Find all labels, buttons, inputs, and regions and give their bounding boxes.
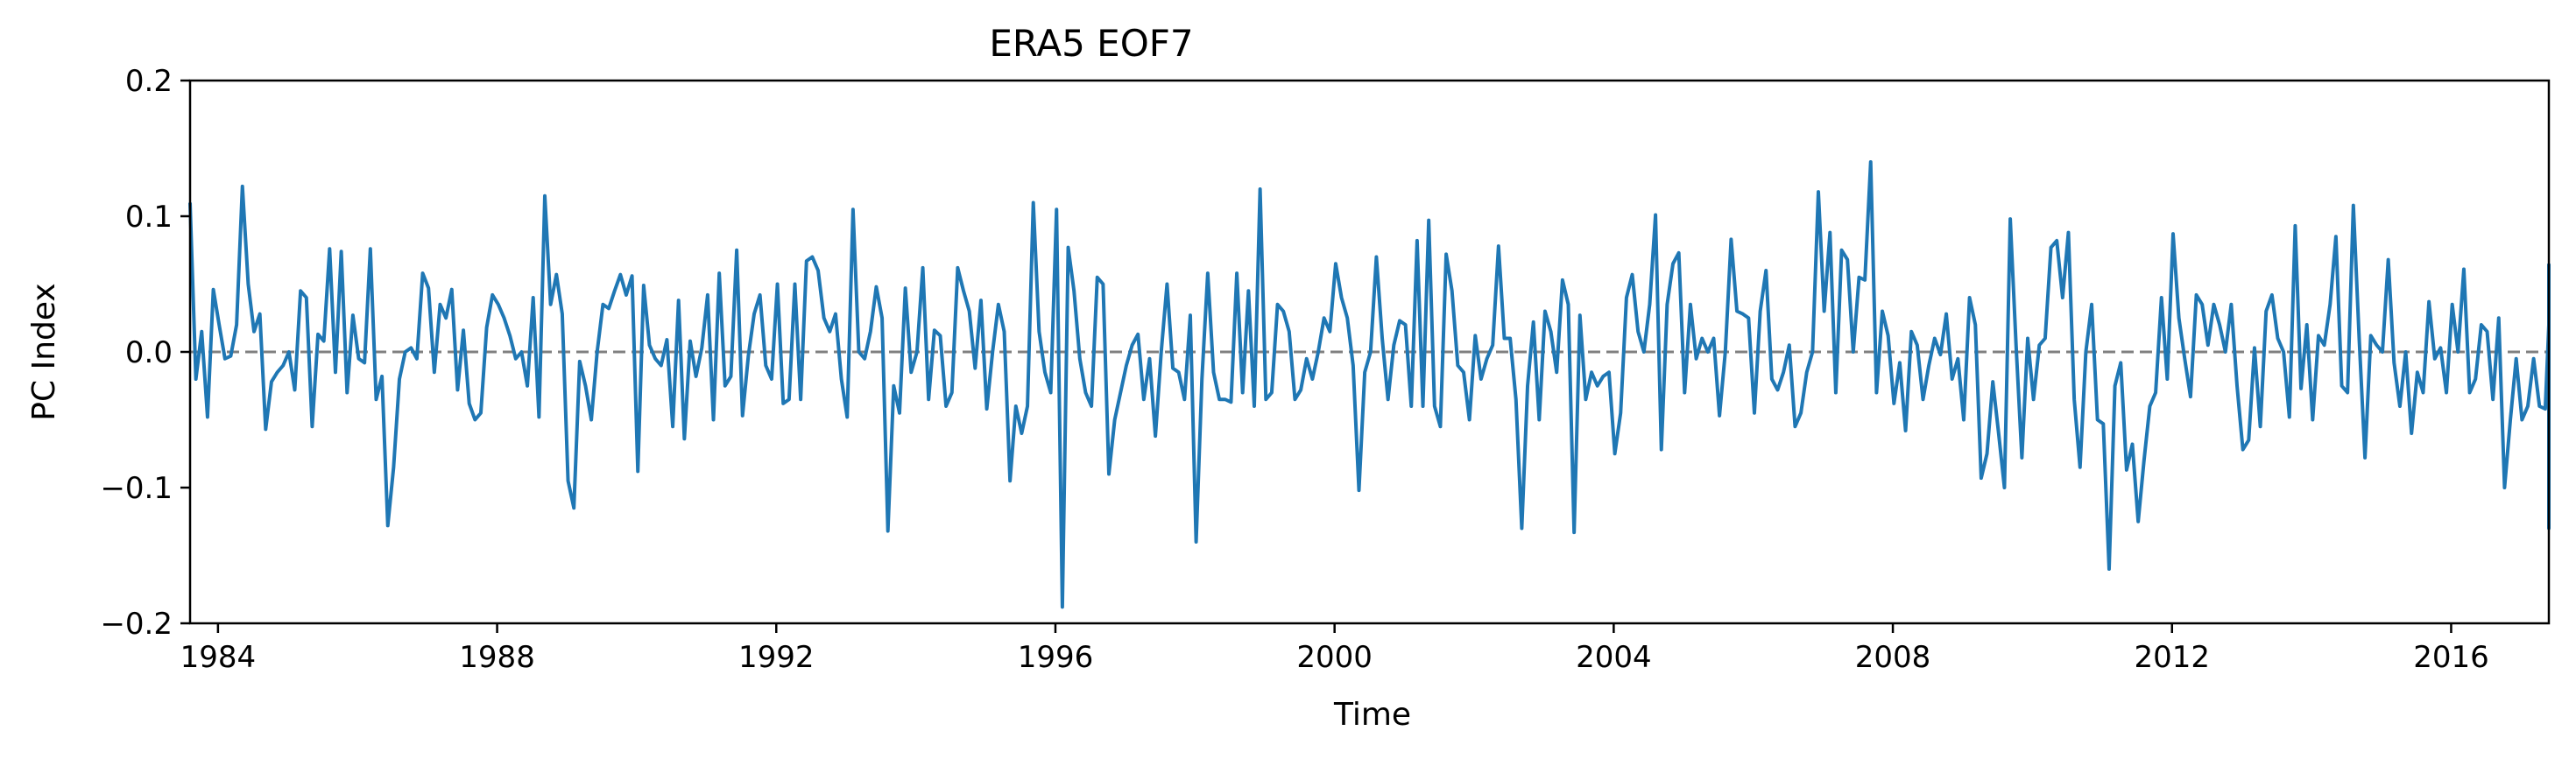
- y-tick-label: −0.1: [100, 471, 173, 506]
- plot-area: 1984 1988 1992 1996 2000 2004 2008 2012 2016 −0.2…: [100, 64, 2551, 675]
- x-axis-label: Time: [1333, 697, 1411, 733]
- x-tick-label: 1984: [180, 640, 257, 675]
- chart-title: ERA5 EOF7: [989, 22, 1193, 65]
- y-tick-label: 0.1: [125, 200, 173, 235]
- x-tick-label: 1988: [459, 640, 535, 675]
- x-tick-label: 2008: [1855, 640, 1931, 675]
- x-tick-label: 2004: [1576, 640, 1652, 675]
- y-axis-label: PC Index: [26, 283, 62, 420]
- y-tick-label: 0.0: [125, 335, 173, 370]
- x-tick-label: 2012: [2134, 640, 2210, 675]
- x-tick-label: 2000: [1296, 640, 1373, 675]
- x-tick-label: 1996: [1018, 640, 1094, 675]
- x-tick-label: 1992: [738, 640, 815, 675]
- x-tick-label: 2016: [2413, 640, 2489, 675]
- y-tick-label: −0.2: [100, 607, 173, 642]
- y-tick-label: 0.2: [125, 64, 173, 99]
- pc-index-series-line: [188, 160, 2551, 609]
